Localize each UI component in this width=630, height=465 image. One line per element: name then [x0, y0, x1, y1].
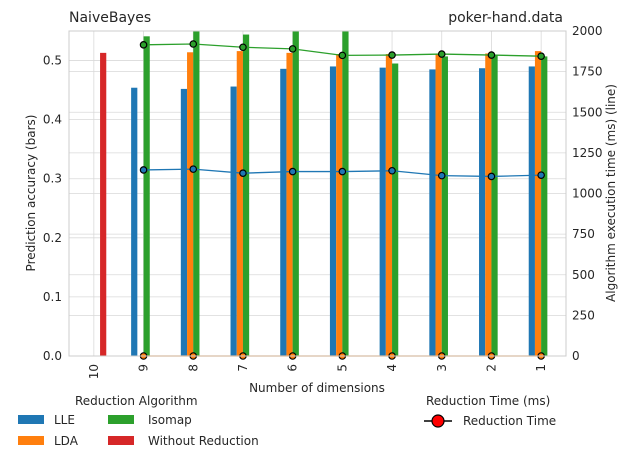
- plot-frame: [68, 30, 567, 357]
- x-tick-3: 7: [236, 364, 250, 372]
- bar-isomap-7: [242, 34, 250, 356]
- y-tick-right-8: 2000: [572, 24, 603, 38]
- y-tick-right-1: 250: [572, 308, 595, 322]
- bar-without-reduction-10: [100, 52, 107, 356]
- marker-lle-3: [288, 167, 297, 176]
- marker-isomap-5: [388, 51, 396, 59]
- marker-lle-8: [537, 171, 545, 179]
- x-tick-0: 10: [87, 364, 101, 379]
- x-tick-4: 6: [286, 364, 300, 372]
- y-tick-left-0: 0.0: [43, 349, 62, 363]
- bar-lle-2: [479, 68, 486, 357]
- y-tick-right-3: 750: [572, 227, 595, 241]
- marker-lle-7: [487, 172, 496, 181]
- bar-lle-4: [379, 67, 386, 357]
- x-tick-1: 9: [137, 364, 151, 372]
- legend-left-title: Reduction Algorithm: [75, 394, 198, 408]
- marker-lle-2: [239, 169, 247, 177]
- bar-isomap-1: [541, 56, 548, 357]
- marker-lle-6: [437, 171, 446, 180]
- marker-lle-0: [139, 166, 148, 174]
- bar-lda-8: [187, 52, 194, 356]
- legend-swatch-lda: [18, 436, 44, 445]
- legend-swatch-lle: [18, 415, 44, 424]
- y-tick-right-0: 0: [572, 349, 580, 363]
- bar-lda-1: [534, 51, 542, 356]
- y-tick-left-4: 0.4: [43, 113, 62, 127]
- bar-lle-7: [230, 86, 237, 356]
- bars: [100, 31, 548, 357]
- y-tick-right-6: 1500: [572, 105, 603, 119]
- bar-isomap-6: [292, 31, 299, 356]
- marker-lle-4: [338, 167, 347, 176]
- y-tick-right-2: 500: [572, 268, 595, 282]
- chart-title-left: NaiveBayes: [69, 10, 151, 26]
- legend-label-without-reduction: Without Reduction: [148, 434, 259, 448]
- marker-lle-5: [388, 166, 396, 175]
- legend-label-lle: LLE: [54, 413, 75, 427]
- y-axis-label-right: Algorithm execution time (ms) (line): [604, 84, 618, 302]
- marker-isomap-6: [437, 50, 446, 58]
- legend-label-reduction-time: Reduction Time: [463, 414, 556, 428]
- bar-lle-3: [429, 69, 436, 356]
- legend-label-lda: LDA: [54, 434, 79, 448]
- bar-isomap-8: [193, 31, 200, 356]
- bar-isomap-5: [342, 31, 349, 356]
- legend-marker-swatch: [431, 414, 445, 428]
- x-tick-5: 5: [335, 364, 349, 372]
- bar-lda-6: [286, 52, 293, 356]
- bar-isomap-2: [491, 55, 498, 357]
- x-tick-2: 8: [186, 364, 200, 372]
- y-tick-right-4: 1000: [572, 187, 603, 201]
- legend-reduction-time: Reduction Time (ms) Reduction Time: [424, 394, 556, 428]
- y-tick-left-1: 0.1: [43, 290, 62, 304]
- lines: [139, 40, 545, 360]
- marker-lle-1: [189, 165, 198, 173]
- legend-swatch-isomap: [108, 415, 134, 424]
- bar-lle-6: [280, 68, 287, 357]
- y-axis-label-left: Prediction accuracy (bars): [24, 115, 38, 272]
- y-tick-right-7: 1750: [572, 65, 603, 79]
- marker-isomap-7: [487, 51, 496, 59]
- x-tick-7: 3: [435, 364, 449, 372]
- legend-right-title: Reduction Time (ms): [426, 394, 550, 408]
- chart-title-right: poker-hand.data: [448, 10, 563, 26]
- bar-lda-7: [236, 51, 243, 356]
- bar-lda-3: [435, 54, 442, 356]
- bar-lle-5: [329, 66, 337, 357]
- y-tick-left-3: 0.3: [43, 172, 62, 186]
- bar-lda-5: [336, 54, 343, 356]
- bar-isomap-9: [143, 36, 150, 357]
- bar-lle-1: [528, 66, 535, 357]
- bar-lle-9: [131, 87, 138, 357]
- marker-isomap-8: [537, 52, 545, 60]
- legend-label-isomap: Isomap: [148, 413, 192, 427]
- marker-isomap-1: [189, 40, 198, 48]
- x-tick-6: 4: [385, 364, 399, 372]
- marker-isomap-4: [338, 51, 347, 60]
- x-tick-9: 1: [534, 364, 548, 372]
- bar-lda-4: [385, 54, 393, 356]
- bar-lle-8: [180, 88, 188, 356]
- x-axis-label: Number of dimensions: [249, 381, 385, 395]
- x-tick-8: 2: [484, 364, 498, 372]
- y-tick-left-2: 0.2: [43, 231, 62, 245]
- marker-isomap-3: [288, 45, 297, 53]
- bar-isomap-3: [441, 56, 448, 357]
- bar-isomap-4: [392, 63, 399, 356]
- axes: 0.0 0.1 0.2 0.3 0.4 0.5 0 250 500 750 1000 1250 1500…: [43, 24, 603, 379]
- marker-isomap-2: [239, 43, 247, 52]
- y-tick-right-5: 1250: [572, 146, 603, 160]
- marker-isomap-0: [139, 41, 148, 49]
- y-tick-left-5: 0.5: [43, 54, 62, 68]
- legend-swatch-without-reduction: [108, 436, 134, 445]
- legend-reduction-algorithm: Reduction Algorithm LLE Isomap LDA Witho…: [18, 394, 259, 448]
- bar-lda-2: [485, 53, 492, 357]
